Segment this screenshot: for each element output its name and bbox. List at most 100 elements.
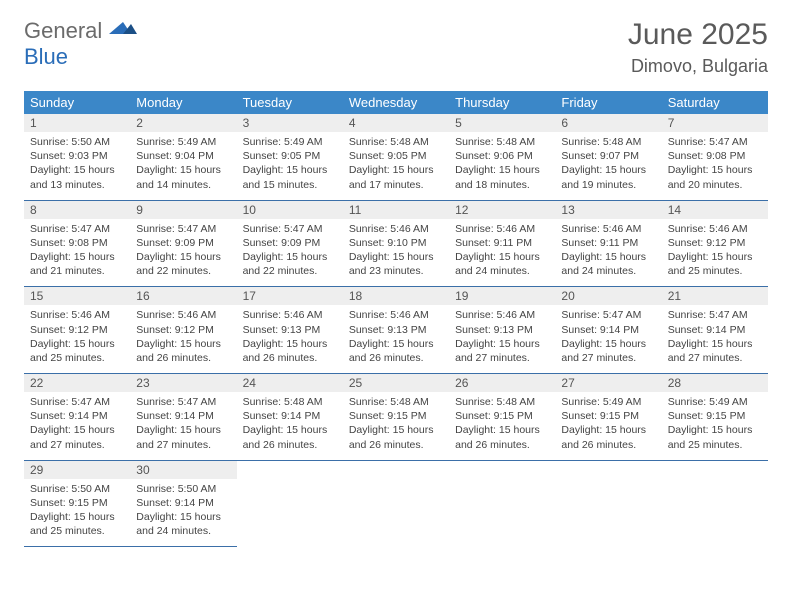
- logo-flag-icon: [109, 20, 137, 38]
- day-details: Sunrise: 5:46 AMSunset: 9:13 PMDaylight:…: [237, 305, 343, 373]
- sunrise-text: Sunrise: 5:50 AM: [30, 135, 124, 149]
- day-number: 15: [24, 287, 130, 305]
- sunset-text: Sunset: 9:09 PM: [243, 236, 337, 250]
- calendar-cell: 9Sunrise: 5:47 AMSunset: 9:09 PMDaylight…: [130, 200, 236, 287]
- day-number: 19: [449, 287, 555, 305]
- daylight-text: Daylight: 15 hours and 26 minutes.: [349, 423, 443, 451]
- sunset-text: Sunset: 9:11 PM: [455, 236, 549, 250]
- day-number: 2: [130, 114, 236, 132]
- calendar-cell: 10Sunrise: 5:47 AMSunset: 9:09 PMDayligh…: [237, 200, 343, 287]
- day-details: Sunrise: 5:48 AMSunset: 9:05 PMDaylight:…: [343, 132, 449, 200]
- calendar-cell: 27Sunrise: 5:49 AMSunset: 9:15 PMDayligh…: [555, 374, 661, 461]
- daylight-text: Daylight: 15 hours and 24 minutes.: [455, 250, 549, 278]
- day-details: Sunrise: 5:50 AMSunset: 9:14 PMDaylight:…: [130, 479, 236, 547]
- daylight-text: Daylight: 15 hours and 27 minutes.: [30, 423, 124, 451]
- calendar-cell: 11Sunrise: 5:46 AMSunset: 9:10 PMDayligh…: [343, 200, 449, 287]
- sunset-text: Sunset: 9:12 PM: [136, 323, 230, 337]
- calendar-row: 22Sunrise: 5:47 AMSunset: 9:14 PMDayligh…: [24, 374, 768, 461]
- daylight-text: Daylight: 15 hours and 18 minutes.: [455, 163, 549, 191]
- day-details: Sunrise: 5:46 AMSunset: 9:13 PMDaylight:…: [343, 305, 449, 373]
- sunset-text: Sunset: 9:09 PM: [136, 236, 230, 250]
- day-number: 8: [24, 201, 130, 219]
- calendar-cell: 15Sunrise: 5:46 AMSunset: 9:12 PMDayligh…: [24, 287, 130, 374]
- calendar-cell: [343, 460, 449, 547]
- calendar-cell: 16Sunrise: 5:46 AMSunset: 9:12 PMDayligh…: [130, 287, 236, 374]
- calendar-cell: 2Sunrise: 5:49 AMSunset: 9:04 PMDaylight…: [130, 114, 236, 200]
- calendar-cell: 6Sunrise: 5:48 AMSunset: 9:07 PMDaylight…: [555, 114, 661, 200]
- weekday-header-row: Sunday Monday Tuesday Wednesday Thursday…: [24, 91, 768, 114]
- day-details: Sunrise: 5:47 AMSunset: 9:08 PMDaylight:…: [662, 132, 768, 200]
- day-details: Sunrise: 5:46 AMSunset: 9:12 PMDaylight:…: [130, 305, 236, 373]
- daylight-text: Daylight: 15 hours and 14 minutes.: [136, 163, 230, 191]
- day-number: 4: [343, 114, 449, 132]
- daylight-text: Daylight: 15 hours and 27 minutes.: [455, 337, 549, 365]
- day-number: 21: [662, 287, 768, 305]
- calendar-cell: [662, 460, 768, 547]
- calendar-cell: 13Sunrise: 5:46 AMSunset: 9:11 PMDayligh…: [555, 200, 661, 287]
- calendar-row: 1Sunrise: 5:50 AMSunset: 9:03 PMDaylight…: [24, 114, 768, 200]
- sunset-text: Sunset: 9:13 PM: [349, 323, 443, 337]
- day-details: Sunrise: 5:47 AMSunset: 9:14 PMDaylight:…: [130, 392, 236, 460]
- day-details: Sunrise: 5:49 AMSunset: 9:15 PMDaylight:…: [662, 392, 768, 460]
- day-details: Sunrise: 5:46 AMSunset: 9:11 PMDaylight:…: [555, 219, 661, 287]
- sunrise-text: Sunrise: 5:48 AM: [455, 395, 549, 409]
- sunrise-text: Sunrise: 5:47 AM: [561, 308, 655, 322]
- calendar-row: 15Sunrise: 5:46 AMSunset: 9:12 PMDayligh…: [24, 287, 768, 374]
- daylight-text: Daylight: 15 hours and 23 minutes.: [349, 250, 443, 278]
- sunset-text: Sunset: 9:04 PM: [136, 149, 230, 163]
- sunset-text: Sunset: 9:14 PM: [30, 409, 124, 423]
- sunrise-text: Sunrise: 5:50 AM: [30, 482, 124, 496]
- daylight-text: Daylight: 15 hours and 17 minutes.: [349, 163, 443, 191]
- sunrise-text: Sunrise: 5:46 AM: [561, 222, 655, 236]
- calendar-row: 29Sunrise: 5:50 AMSunset: 9:15 PMDayligh…: [24, 460, 768, 547]
- day-number: 25: [343, 374, 449, 392]
- weekday-header: Monday: [130, 91, 236, 114]
- sunset-text: Sunset: 9:14 PM: [136, 496, 230, 510]
- calendar-cell: [237, 460, 343, 547]
- sunset-text: Sunset: 9:12 PM: [30, 323, 124, 337]
- day-details: Sunrise: 5:48 AMSunset: 9:06 PMDaylight:…: [449, 132, 555, 200]
- sunset-text: Sunset: 9:14 PM: [243, 409, 337, 423]
- day-details: Sunrise: 5:46 AMSunset: 9:11 PMDaylight:…: [449, 219, 555, 287]
- day-number: 20: [555, 287, 661, 305]
- day-number: 29: [24, 461, 130, 479]
- day-details: Sunrise: 5:47 AMSunset: 9:14 PMDaylight:…: [24, 392, 130, 460]
- daylight-text: Daylight: 15 hours and 26 minutes.: [136, 337, 230, 365]
- calendar-cell: 30Sunrise: 5:50 AMSunset: 9:14 PMDayligh…: [130, 460, 236, 547]
- day-details: Sunrise: 5:47 AMSunset: 9:14 PMDaylight:…: [555, 305, 661, 373]
- sunset-text: Sunset: 9:15 PM: [561, 409, 655, 423]
- day-number: 14: [662, 201, 768, 219]
- daylight-text: Daylight: 15 hours and 20 minutes.: [668, 163, 762, 191]
- calendar-cell: 20Sunrise: 5:47 AMSunset: 9:14 PMDayligh…: [555, 287, 661, 374]
- sunrise-text: Sunrise: 5:46 AM: [668, 222, 762, 236]
- calendar-cell: 14Sunrise: 5:46 AMSunset: 9:12 PMDayligh…: [662, 200, 768, 287]
- sunrise-text: Sunrise: 5:48 AM: [349, 135, 443, 149]
- sunrise-text: Sunrise: 5:48 AM: [561, 135, 655, 149]
- day-number: 3: [237, 114, 343, 132]
- day-details: Sunrise: 5:48 AMSunset: 9:14 PMDaylight:…: [237, 392, 343, 460]
- sunrise-text: Sunrise: 5:47 AM: [668, 135, 762, 149]
- calendar-cell: 22Sunrise: 5:47 AMSunset: 9:14 PMDayligh…: [24, 374, 130, 461]
- day-details: Sunrise: 5:48 AMSunset: 9:07 PMDaylight:…: [555, 132, 661, 200]
- sunset-text: Sunset: 9:15 PM: [455, 409, 549, 423]
- calendar-cell: 23Sunrise: 5:47 AMSunset: 9:14 PMDayligh…: [130, 374, 236, 461]
- day-details: Sunrise: 5:47 AMSunset: 9:14 PMDaylight:…: [662, 305, 768, 373]
- sunrise-text: Sunrise: 5:47 AM: [668, 308, 762, 322]
- daylight-text: Daylight: 15 hours and 25 minutes.: [668, 423, 762, 451]
- day-details: Sunrise: 5:46 AMSunset: 9:12 PMDaylight:…: [24, 305, 130, 373]
- daylight-text: Daylight: 15 hours and 19 minutes.: [561, 163, 655, 191]
- sunrise-text: Sunrise: 5:48 AM: [243, 395, 337, 409]
- day-number: 17: [237, 287, 343, 305]
- sunrise-text: Sunrise: 5:46 AM: [243, 308, 337, 322]
- sunset-text: Sunset: 9:14 PM: [668, 323, 762, 337]
- calendar-cell: [449, 460, 555, 547]
- logo-word1: General: [24, 18, 102, 43]
- daylight-text: Daylight: 15 hours and 21 minutes.: [30, 250, 124, 278]
- sunset-text: Sunset: 9:13 PM: [455, 323, 549, 337]
- day-number: 6: [555, 114, 661, 132]
- calendar-table: Sunday Monday Tuesday Wednesday Thursday…: [24, 91, 768, 547]
- sunset-text: Sunset: 9:14 PM: [561, 323, 655, 337]
- daylight-text: Daylight: 15 hours and 25 minutes.: [30, 510, 124, 538]
- sunset-text: Sunset: 9:15 PM: [668, 409, 762, 423]
- sunrise-text: Sunrise: 5:46 AM: [136, 308, 230, 322]
